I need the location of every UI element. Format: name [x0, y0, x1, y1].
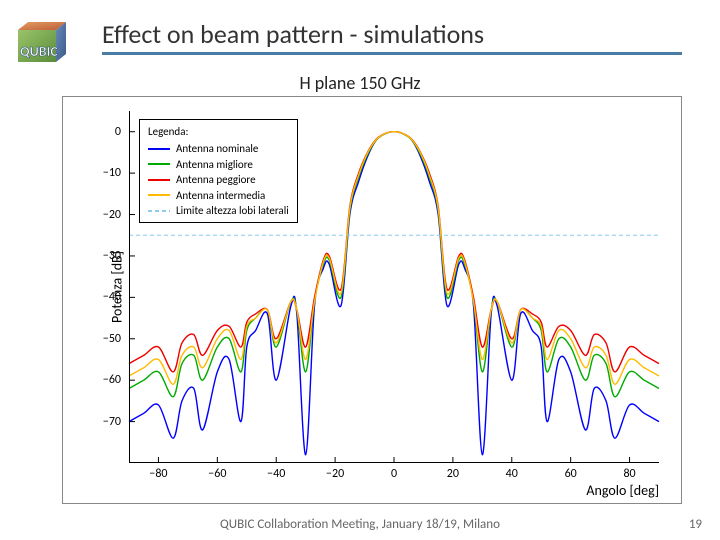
legend-swatch [148, 148, 170, 150]
plot-area: Potenza [dB] Angolo [deg] 0−10−20−30−40−… [129, 111, 659, 463]
legend-item: Antenna peggiore [148, 172, 289, 187]
legend-item: Antenna migliore [148, 157, 289, 172]
xtick-label: 0 [391, 467, 397, 481]
legend-swatch [148, 179, 170, 181]
xtick-label: 20 [447, 467, 459, 481]
qubic-logo: QUBIC [8, 18, 88, 66]
xtick-label: 80 [623, 467, 635, 481]
ytick-label: −70 [81, 415, 121, 429]
ytick-label: −60 [81, 373, 121, 387]
legend-label: Antenna intermedia [176, 188, 265, 203]
xtick-label: 60 [565, 467, 577, 481]
legend-swatch [148, 163, 170, 165]
legend-item: Antenna nominale [148, 141, 289, 156]
xtick-label: −20 [326, 467, 344, 481]
x-axis-label: Angolo [deg] [586, 482, 659, 499]
ytick-label: −20 [81, 208, 121, 222]
ytick-label: −30 [81, 249, 121, 263]
xtick-label: −60 [208, 467, 226, 481]
ytick-label: 0 [81, 125, 121, 139]
xtick-label: −80 [149, 467, 167, 481]
page-number: 19 [689, 517, 702, 532]
slide-title: Effect on beam pattern - simulations [102, 18, 682, 55]
ytick-label: −10 [81, 166, 121, 180]
legend-label: Antenna peggiore [176, 172, 256, 187]
slide-footer: QUBIC Collaboration Meeting, January 18/… [0, 517, 720, 532]
legend-label: Antenna migliore [176, 157, 253, 172]
logo-text: QUBIC [20, 43, 58, 60]
xtick-label: −40 [267, 467, 285, 481]
chart-legend: Legenda: Antenna nominaleAntenna miglior… [139, 119, 298, 223]
legend-item: Antenna intermedia [148, 188, 289, 203]
ytick-label: −40 [81, 290, 121, 304]
legend-label: Limite altezza lobi laterali [176, 203, 289, 218]
ytick-label: −50 [81, 332, 121, 346]
legend-swatch [148, 210, 170, 212]
legend-swatch [148, 194, 170, 196]
legend-title: Legenda: [148, 124, 289, 139]
xtick-label: 40 [506, 467, 518, 481]
legend-label: Antenna nominale [176, 141, 258, 156]
beam-pattern-chart: Potenza [dB] Angolo [deg] 0−10−20−30−40−… [62, 96, 682, 504]
slide-subtitle: H plane 150 GHz [0, 72, 720, 94]
legend-item: Limite altezza lobi laterali [148, 203, 289, 218]
